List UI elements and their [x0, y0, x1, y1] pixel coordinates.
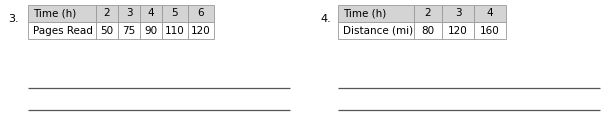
Text: 3.: 3.: [8, 14, 18, 24]
Text: Time (h): Time (h): [33, 8, 76, 18]
Bar: [162, 22, 188, 39]
Text: 2: 2: [424, 8, 431, 18]
Text: Pages Read: Pages Read: [33, 26, 93, 35]
Text: 4: 4: [148, 8, 155, 18]
Text: Time (h): Time (h): [343, 8, 386, 18]
Text: 6: 6: [198, 8, 205, 18]
Text: 3: 3: [126, 8, 132, 18]
Bar: [442, 5, 474, 22]
Bar: [162, 5, 188, 22]
Text: 5: 5: [172, 8, 178, 18]
Bar: [442, 22, 474, 39]
Bar: [28, 22, 96, 39]
Bar: [96, 22, 118, 39]
Bar: [140, 5, 162, 22]
Text: 4: 4: [487, 8, 493, 18]
Bar: [96, 5, 118, 22]
Bar: [338, 22, 414, 39]
Bar: [140, 22, 162, 39]
Bar: [474, 5, 506, 22]
Bar: [188, 5, 214, 22]
Text: 2: 2: [103, 8, 110, 18]
Bar: [118, 5, 140, 22]
Text: Distance (mi): Distance (mi): [343, 26, 413, 35]
Text: 110: 110: [165, 26, 185, 35]
Text: 3: 3: [455, 8, 461, 18]
Bar: [28, 5, 96, 22]
Bar: [414, 5, 442, 22]
Text: 4.: 4.: [320, 14, 331, 24]
Text: 120: 120: [448, 26, 468, 35]
Bar: [118, 22, 140, 39]
Text: 90: 90: [144, 26, 158, 35]
Text: 80: 80: [421, 26, 434, 35]
Bar: [188, 22, 214, 39]
Text: 160: 160: [480, 26, 500, 35]
Bar: [338, 5, 414, 22]
Bar: [414, 22, 442, 39]
Text: 50: 50: [100, 26, 113, 35]
Text: 120: 120: [191, 26, 211, 35]
Text: 75: 75: [123, 26, 136, 35]
Bar: [474, 22, 506, 39]
